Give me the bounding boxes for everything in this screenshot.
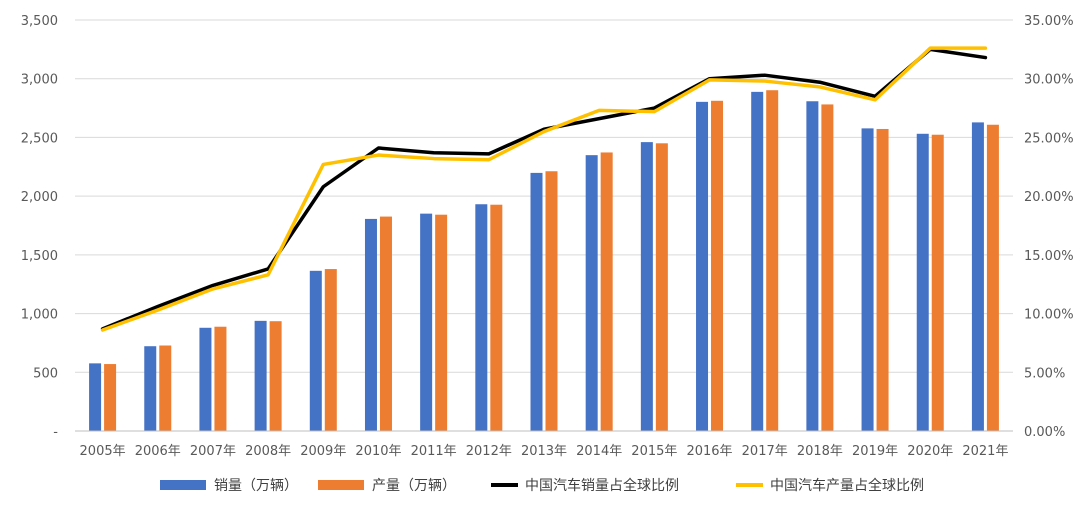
- y-right-tick-label: 20.00%: [1024, 190, 1074, 205]
- y-right-tick-label: 15.00%: [1024, 249, 1074, 264]
- bar: [254, 320, 267, 431]
- x-tick-label: 2014年: [576, 444, 622, 459]
- y-left-tick-label: 3,000: [21, 73, 58, 88]
- bar: [751, 91, 764, 432]
- x-tick-label: 2006年: [135, 444, 181, 459]
- x-tick-label: 2015年: [631, 444, 677, 459]
- series-line: [100, 47, 988, 331]
- legend-label: 销量（万辆）: [214, 478, 298, 494]
- bar: [379, 216, 392, 431]
- bar: [931, 134, 944, 431]
- legend-label: 中国汽车销量占全球比例: [525, 477, 679, 494]
- x-tick-label: 2012年: [466, 444, 512, 459]
- bar: [545, 171, 558, 432]
- x-tick-label: 2017年: [742, 444, 788, 459]
- bar: [600, 152, 613, 432]
- bar: [435, 214, 448, 431]
- x-tick-label: 2007年: [190, 444, 236, 459]
- bar: [269, 321, 282, 431]
- x-tick-label: 2008年: [245, 444, 291, 459]
- x-tick-label: 2011年: [411, 444, 457, 459]
- legend-label: 产量（万辆）: [372, 478, 456, 494]
- y-right-tick-label: 35.00%: [1024, 14, 1074, 29]
- y-right-tick-label: 10.00%: [1024, 308, 1074, 323]
- y-left-tick-label: 1,000: [21, 308, 58, 323]
- bar: [806, 101, 819, 432]
- y-right-tick-label: 0.00%: [1024, 425, 1065, 440]
- bar: [159, 345, 172, 431]
- bar: [655, 143, 668, 432]
- bar: [986, 124, 999, 432]
- y-left-tick-label: 2,000: [21, 190, 58, 205]
- bar: [364, 218, 377, 431]
- bar: [766, 90, 779, 431]
- bar: [916, 133, 929, 432]
- x-tick-label: 2019年: [852, 444, 898, 459]
- legend: 销量（万辆） 产量（万辆） 中国汽车销量占全球比例 中国汽车产量占全球比例: [160, 477, 924, 494]
- bar: [144, 346, 157, 431]
- y-right-tick-label: 25.00%: [1024, 131, 1074, 146]
- bar: [475, 204, 488, 431]
- bar: [585, 155, 598, 431]
- bar: [640, 142, 653, 431]
- x-tick-label: 2016年: [686, 444, 732, 459]
- x-tick-label: 2020年: [907, 444, 953, 459]
- bar: [490, 204, 503, 431]
- bar: [309, 270, 322, 431]
- y-left-tick-label: 500: [33, 366, 58, 381]
- bar: [214, 326, 227, 431]
- y-left-tick-label: 3,500: [21, 14, 58, 29]
- bar: [696, 101, 709, 431]
- bar: [199, 327, 212, 431]
- x-tick-label: 2010年: [355, 444, 401, 459]
- bar: [876, 128, 889, 432]
- bar: [420, 213, 433, 431]
- legend-swatch: [318, 480, 364, 490]
- x-tick-label: 2018年: [797, 444, 843, 459]
- legend-label: 中国汽车产量占全球比例: [770, 477, 924, 494]
- x-tick-label: 2013年: [521, 444, 567, 459]
- bar: [324, 269, 337, 431]
- gridlines: [75, 19, 1013, 373]
- bar: [89, 363, 102, 431]
- x-tick-label: 2005年: [80, 444, 126, 459]
- bar: [104, 364, 117, 431]
- x-tick-label: 2009年: [300, 444, 346, 459]
- bar: [971, 122, 984, 432]
- bar: [530, 172, 543, 431]
- bar: [821, 104, 834, 431]
- series-lines: [100, 46, 988, 332]
- legend-swatch: [160, 480, 206, 490]
- axes: - 500 1,000 1,500 2,000 2,500 3,000 3,500 0.00% 5…: [21, 14, 1074, 459]
- y-left-tick-label: 1,500: [21, 249, 58, 264]
- y-left-tick-label: 2,500: [21, 131, 58, 146]
- y-right-tick-label: 5.00%: [1024, 366, 1065, 381]
- series-line: [100, 46, 988, 332]
- bar: [861, 128, 874, 431]
- x-tick-label: 2021年: [962, 444, 1008, 459]
- bar: [711, 100, 724, 431]
- bars: [89, 90, 999, 432]
- y-left-tick-label: -: [53, 425, 58, 440]
- y-right-tick-label: 30.00%: [1024, 73, 1074, 88]
